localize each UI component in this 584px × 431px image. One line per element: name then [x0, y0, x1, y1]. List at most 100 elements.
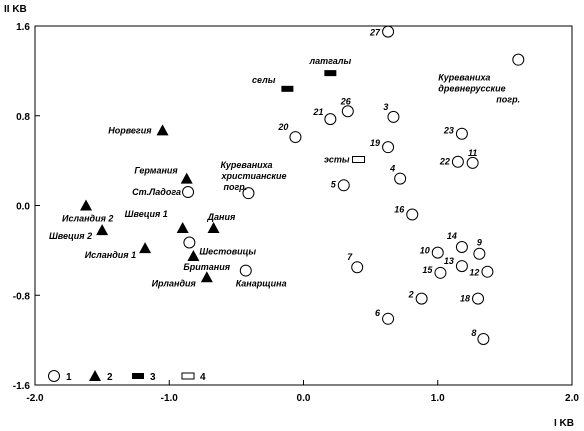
point-label: Дания [207, 212, 236, 222]
point-label: 21 [312, 107, 323, 117]
point-label: Канарщина [236, 279, 287, 289]
legend: 1 2 3 4 [48, 370, 206, 383]
y-tick-label: -0.8 [13, 291, 31, 302]
point-label: Куреваниха христианские погр. [220, 160, 286, 192]
point-label: Швеция 1 [125, 209, 168, 219]
data-point-circle [182, 186, 195, 199]
data-point-circle [394, 172, 407, 185]
point-label: 23 [443, 126, 454, 136]
point-label: латгалы [308, 56, 351, 66]
point-label: Норвегия [108, 125, 152, 135]
point-label: 5 [331, 179, 337, 189]
point-label: 14 [447, 231, 457, 241]
data-point-circle [324, 113, 337, 126]
data-point-circle [455, 260, 468, 273]
point-label: 9 [477, 238, 482, 248]
point-label: 13 [444, 256, 454, 266]
point-label: Британия [183, 262, 230, 272]
data-point-triangle [139, 242, 152, 254]
point-label: селы [252, 75, 276, 85]
data-point-circle [431, 246, 444, 259]
legend-label: 3 [150, 372, 156, 383]
data-point-circle [351, 261, 364, 274]
data-point-circle [477, 333, 490, 346]
point-label: 20 [277, 122, 288, 132]
point-label: 12 [469, 268, 479, 278]
axis-ticks: -2.0 -1.0 0.0 1.0 2.0 1.6 0.8 0.0 -0.8 -1.6 [13, 22, 580, 404]
y-tick-label: 0.8 [16, 112, 30, 123]
data-point-triangle [207, 221, 220, 233]
point-label: 3 [383, 102, 388, 112]
data-points [80, 25, 525, 346]
x-tick-label: 0.0 [297, 393, 311, 404]
data-point-circle [434, 266, 447, 279]
data-point-open-rect [352, 156, 366, 164]
point-label: 8 [471, 328, 476, 338]
point-label: 15 [422, 265, 433, 275]
data-point-circle [387, 110, 400, 123]
data-point-triangle [156, 124, 169, 136]
data-point-circle [242, 187, 255, 200]
legend-label: 4 [200, 372, 206, 383]
point-label: Шестовицы [199, 247, 256, 257]
data-point-triangle [96, 224, 109, 236]
point-label: 18 [460, 294, 470, 304]
point-label: 6 [375, 308, 381, 318]
data-point-circle [341, 105, 354, 118]
x-tick-label: -1.0 [161, 393, 179, 404]
x-tick-label: 2.0 [565, 393, 579, 404]
point-label: Швеция 2 [49, 231, 92, 241]
point-label: Ирландия [152, 278, 197, 288]
point-labels: 27 Куреваниха древнерусские погр. 26 21 3 20 23 1… [49, 28, 520, 338]
point-label: Куреваниха древнерусские погр. [438, 73, 520, 105]
point-label: 22 [439, 157, 450, 167]
data-point-circle [451, 155, 464, 168]
data-point-circle [472, 292, 485, 305]
data-point-circle [473, 247, 486, 260]
data-point-triangle [80, 199, 93, 211]
data-point-triangle [200, 271, 213, 283]
data-point-circle [512, 53, 525, 66]
y-tick-label: 1.6 [16, 22, 30, 33]
data-point-circle [382, 312, 395, 325]
point-label: 26 [340, 96, 352, 106]
legend-symbol-circle [48, 370, 60, 382]
data-point-filled-rect [324, 70, 337, 77]
legend-symbol-triangle [89, 370, 101, 381]
data-point-circle [239, 264, 252, 277]
point-label: эсты [324, 155, 350, 165]
x-axis-title: I KB [554, 418, 574, 429]
data-point-circle [466, 156, 479, 169]
point-label: 7 [347, 252, 353, 262]
legend-label: 1 [66, 372, 72, 383]
data-point-circle [289, 131, 302, 144]
point-label: 11 [468, 148, 477, 158]
data-point-circle [183, 236, 196, 249]
legend-symbol-open-rect [181, 372, 195, 380]
point-label: Германия [134, 166, 178, 176]
point-label: 19 [370, 138, 380, 148]
y-tick-label: -1.6 [13, 381, 31, 392]
data-point-circle [415, 292, 428, 305]
plot-frame [34, 25, 573, 386]
x-tick-label: -2.0 [26, 393, 44, 404]
y-tick-label: 0.0 [16, 202, 30, 213]
point-label: Исландия 1 [85, 250, 136, 260]
point-label: Исландия 2 [62, 214, 113, 224]
point-label: 16 [394, 204, 405, 214]
legend-label: 2 [107, 372, 113, 383]
x-tick-label: 1.0 [431, 393, 445, 404]
data-point-circle [337, 179, 350, 192]
data-point-filled-rect [281, 85, 294, 92]
legend-symbol-filled-rect [132, 373, 144, 379]
data-point-circle [455, 241, 468, 254]
point-label: Ст.Ладога [132, 187, 181, 197]
data-point-circle [481, 265, 494, 278]
data-point-circle [382, 141, 395, 154]
y-axis-title: II KB [4, 4, 27, 15]
data-point-triangle [187, 249, 200, 261]
data-point-triangle [176, 221, 189, 233]
point-label: 27 [369, 28, 381, 38]
data-point-circle [382, 25, 395, 38]
